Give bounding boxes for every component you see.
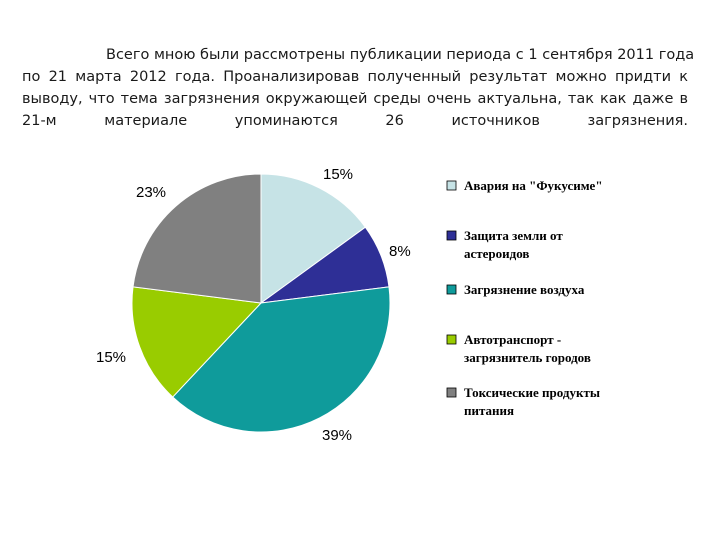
pie-slice-1	[260, 173, 367, 304]
legend-label-4-line-2: загрязнитель городов	[464, 350, 591, 365]
legend-label-3: Загрязнение воздуха	[464, 282, 585, 297]
legend-swatch-5	[446, 387, 457, 398]
pie-slice-5	[132, 173, 262, 304]
summary-line-1: Всего мною были рассмотрены публикации п…	[106, 47, 695, 63]
legend-swatch-2	[446, 230, 457, 241]
slice-labels: 15% 8% 39% 15% 23%	[96, 166, 411, 444]
summary-line-3: выводу, что тема загрязнения окружающей …	[22, 91, 688, 107]
slice-value-label-1: 15%	[323, 166, 353, 183]
pie-slices	[131, 173, 391, 433]
chart-legend: Авария на "Фукусиме" Защита земли от астер…	[446, 178, 603, 418]
slice-value-label-3: 39%	[322, 427, 352, 444]
legend-swatch-4	[446, 334, 457, 345]
legend-label-1: Авария на "Фукусиме"	[464, 178, 603, 193]
summary-line-4: 21-м материале упоминаются 26 источников…	[22, 113, 688, 129]
slice-value-label-5: 23%	[136, 184, 166, 201]
summary-paragraph: Всего мною были рассмотрены публикации п…	[22, 44, 695, 132]
slice-value-label-4: 15%	[96, 349, 126, 366]
legend-label-5-line-2: питания	[464, 403, 514, 418]
pie-slice-3	[171, 286, 391, 433]
slice-value-label-2: 8%	[389, 243, 411, 260]
pie-slice-4	[131, 286, 263, 398]
legend-label-5-line-1: Токсические продукты	[464, 385, 600, 400]
legend-swatch-3	[446, 284, 457, 295]
legend-swatch-1	[446, 180, 457, 191]
summary-line-2: по 21 марта 2012 года. Проанализировав п…	[22, 69, 688, 85]
legend-label-2-line-1: Защита земли от	[464, 228, 563, 243]
legend-label-4-line-1: Автотранспорт -	[464, 332, 561, 347]
legend-label-2-line-2: астероидов	[464, 246, 529, 261]
